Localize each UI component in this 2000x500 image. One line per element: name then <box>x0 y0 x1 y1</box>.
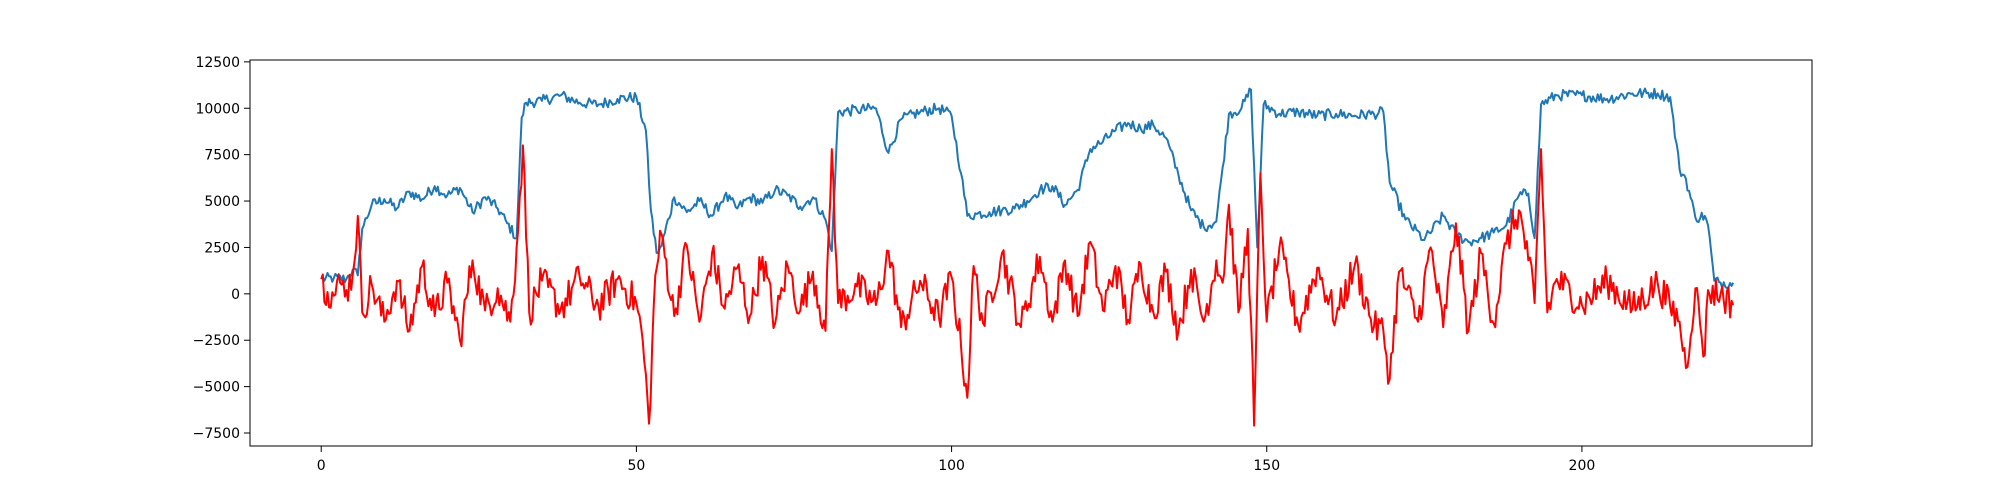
y-tick-label: −2500 <box>193 333 240 349</box>
y-tick-label: 10000 <box>195 101 240 117</box>
x-tick-label: 150 <box>1253 458 1280 474</box>
x-tick-label: 200 <box>1569 458 1596 474</box>
y-tick-label: 12500 <box>195 55 240 71</box>
series-line-1 <box>320 144 1735 427</box>
y-tick-label: −7500 <box>193 426 240 442</box>
y-tick-label: 0 <box>231 287 240 303</box>
x-tick-label: 100 <box>938 458 965 474</box>
series-line-0 <box>320 87 1735 290</box>
x-tick-label: 0 <box>317 458 326 474</box>
axis-layer: 0 50 100 150 200 −7500 −5000 −2500 0 2500 5000 7500… <box>193 55 1596 474</box>
y-tick-label: 5000 <box>204 194 240 210</box>
y-tick-label: 7500 <box>204 148 240 164</box>
plot-frame <box>249 59 1813 447</box>
y-tick-label: 2500 <box>204 240 240 256</box>
x-tick-label: 50 <box>627 458 645 474</box>
series-layer <box>320 87 1735 427</box>
y-tick-label: −5000 <box>193 380 240 396</box>
